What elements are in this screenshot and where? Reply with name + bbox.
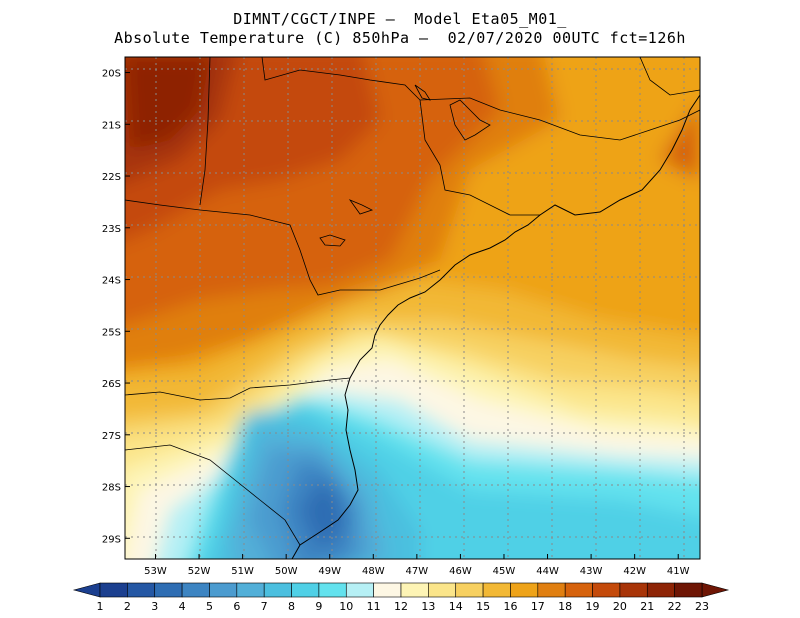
colorbar-label: 19 (586, 600, 600, 613)
lat-tick-label: 21S (102, 120, 121, 131)
lat-tick-label: 28S (102, 483, 121, 494)
lat-tick-label: 29S (102, 534, 121, 545)
colorbar-label: 20 (613, 600, 627, 613)
lat-tick-label: 25S (102, 327, 121, 338)
lon-tick-label: 50W (275, 566, 298, 577)
colorbar-swatch (428, 582, 457, 598)
colorbar: 1 2 3 4 5 6 7 8 9 10 11 12 13 14 15 16 17 18 19 20 21 22 23 (72, 582, 730, 613)
colorbar-swatch (263, 582, 292, 598)
lon-tick-label: 47W (406, 566, 429, 577)
colorbar-label: 17 (531, 600, 545, 613)
lon-tick-label: 49W (318, 566, 341, 577)
lon-tick-label: 43W (580, 566, 603, 577)
state-borders (125, 57, 700, 546)
colorbar-low-arrow (72, 582, 101, 598)
lat-tick-label: 22S (102, 172, 121, 183)
colorbar-label: 23 (695, 600, 709, 613)
colorbar-label: 8 (288, 600, 295, 613)
colorbar-swatch (99, 582, 128, 598)
lon-tick-label: 41W (667, 566, 690, 577)
colorbar-swatch (236, 582, 265, 598)
lon-tick-label: 42W (623, 566, 646, 577)
colorbar-label: 13 (421, 600, 435, 613)
colorbar-label: 5 (206, 600, 213, 613)
lon-tick-label: 46W (449, 566, 472, 577)
colorbar-swatch (373, 582, 402, 598)
colorbar-label: 9 (315, 600, 322, 613)
colorbar-label: 12 (394, 600, 408, 613)
colorbar-swatch (181, 582, 210, 598)
lat-tick-label: 27S (102, 431, 121, 442)
colorbar-label: 6 (233, 600, 240, 613)
colorbar-label: 15 (476, 600, 490, 613)
colorbar-swatch (291, 582, 320, 598)
colorbar-label: 22 (668, 600, 682, 613)
lat-tick-label: 20S (102, 69, 121, 80)
colorbar-label: 14 (449, 600, 463, 613)
lon-tick-label: 51W (231, 566, 254, 577)
colorbar-label: 7 (261, 600, 268, 613)
colorbar-swatch (455, 582, 484, 598)
colorbar-swatch (345, 582, 374, 598)
colorbar-label: 10 (339, 600, 353, 613)
lon-tick-label: 44W (536, 566, 559, 577)
colorbar-label: 2 (124, 600, 131, 613)
lat-tick-label: 24S (102, 276, 121, 287)
lon-tick-label: 52W (188, 566, 211, 577)
colorbar-label: 18 (558, 600, 572, 613)
colorbar-swatch (537, 582, 566, 598)
colorbar-swatch (482, 582, 511, 598)
reservoirs (319, 84, 491, 247)
colorbar-swatch (510, 582, 539, 598)
colorbar-swatch (127, 582, 156, 598)
lon-tick-label: 48W (362, 566, 385, 577)
plot-frame (124, 56, 701, 560)
temperature-field (125, 57, 700, 559)
colorbar-swatch (592, 582, 621, 598)
colorbar-swatch (318, 582, 347, 598)
colorbar-label: 1 (97, 600, 104, 613)
colorbar-label: 3 (151, 600, 158, 613)
colorbar-swatch (400, 582, 429, 598)
colorbar-swatch (646, 582, 675, 598)
colorbar-swatch (619, 582, 648, 598)
lon-tick-label: 45W (493, 566, 516, 577)
axis-ticks: 53W 52W 51W 50W 49W 48W 47W 46W 45W 44W 43W 42W 41W 2… (102, 69, 690, 577)
colorbar-label: 4 (179, 600, 186, 613)
colorbar-label: 21 (640, 600, 654, 613)
colorbar-swatch (154, 582, 183, 598)
coastline (291, 94, 700, 559)
colorbar-swatch (564, 582, 593, 598)
map-title-line1: DIMNT/CGCT/INPE – Model Eta05_M01_ (233, 10, 567, 28)
colorbar-swatch (209, 582, 238, 598)
colorbar-swatch (674, 582, 703, 598)
colorbar-high-arrow (701, 582, 730, 598)
lat-tick-label: 23S (102, 224, 121, 235)
lat-tick-label: 26S (102, 379, 121, 390)
colorbar-label: 11 (367, 600, 381, 613)
map-title-line2: Absolute Temperature (C) 850hPa – 02/07/… (114, 29, 686, 47)
colorbar-label: 16 (503, 600, 517, 613)
lon-tick-label: 53W (144, 566, 167, 577)
